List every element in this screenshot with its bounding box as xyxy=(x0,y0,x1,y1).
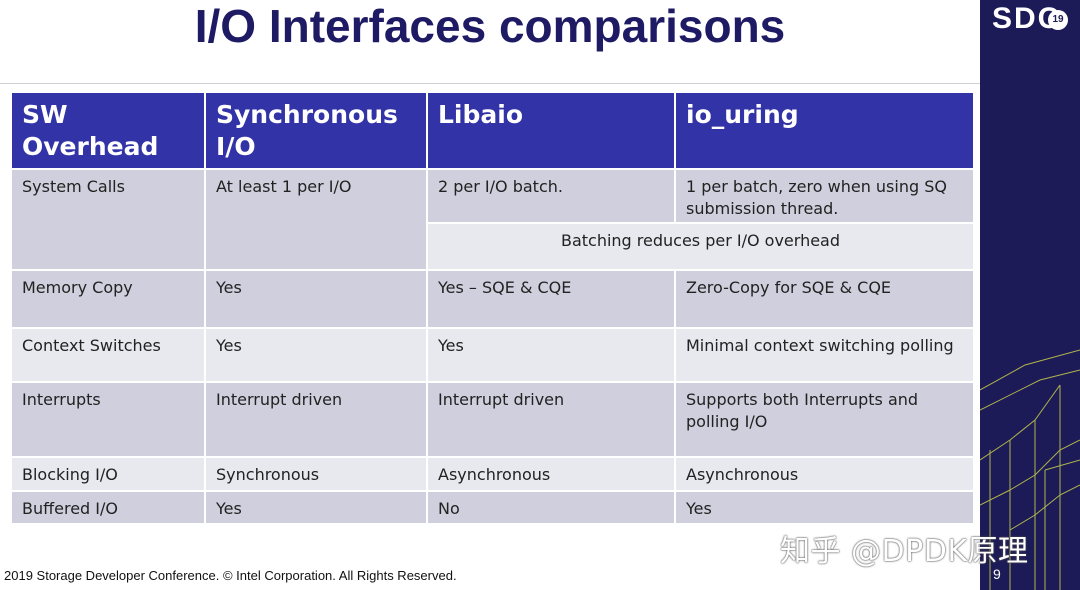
table-row-blocking-io: Blocking I/O Synchronous Asynchronous As… xyxy=(10,456,975,492)
cell-context-switches-sync: Yes xyxy=(204,327,428,383)
header-libaio: Libaio xyxy=(426,91,676,170)
row-label-buffered-io: Buffered I/O xyxy=(10,490,206,525)
cell-batching-note: Batching reduces per I/O overhead xyxy=(426,222,975,271)
row-label-context-switches: Context Switches xyxy=(10,327,206,383)
cell-context-switches-io-uring: Minimal context switching polling xyxy=(674,327,975,383)
cell-system-calls-sync: At least 1 per I/O xyxy=(204,168,428,271)
side-panel xyxy=(980,0,1080,590)
copyright-footer: 2019 Storage Developer Conference. © Int… xyxy=(4,568,457,583)
table-row-batching-note: Batching reduces per I/O overhead xyxy=(11,222,975,271)
cell-buffered-io-libaio: No xyxy=(426,490,676,525)
row-label-system-calls: System Calls xyxy=(10,168,206,271)
cell-interrupts-io-uring: Supports both Interrupts and polling I/O xyxy=(674,381,975,458)
header-synchronous-io: Synchronous I/O xyxy=(204,91,428,170)
cell-buffered-io-sync: Yes xyxy=(204,490,428,525)
table-row-system-calls: System Calls At least 1 per I/O 2 per I/… xyxy=(10,168,975,271)
row-label-interrupts: Interrupts xyxy=(10,381,206,458)
cell-memory-copy-libaio: Yes – SQE & CQE xyxy=(426,269,676,329)
cell-blocking-io-io-uring: Asynchronous xyxy=(674,456,975,492)
table-row-buffered-io: Buffered I/O Yes No Yes xyxy=(10,490,975,525)
cell-memory-copy-sync: Yes xyxy=(204,269,428,329)
cell-system-calls-libaio: 2 per I/O batch. xyxy=(426,168,676,224)
table-header-row: SW Overhead Synchronous I/O Libaio io_ur… xyxy=(10,91,975,170)
zhihu-watermark: 知乎 @DPDK原理 xyxy=(780,534,1029,569)
row-label-blocking-io: Blocking I/O xyxy=(10,456,206,492)
row-label-memory-copy: Memory Copy xyxy=(10,269,206,329)
cell-interrupts-libaio: Interrupt driven xyxy=(426,381,676,458)
slide-title: I/O Interfaces comparisons xyxy=(194,0,786,52)
table-row-memory-copy: Memory Copy Yes Yes – SQE & CQE Zero-Cop… xyxy=(10,269,975,329)
cell-blocking-io-sync: Synchronous xyxy=(204,456,428,492)
sdc-logo-badge: 19 xyxy=(1048,10,1068,30)
cell-context-switches-libaio: Yes xyxy=(426,327,676,383)
cell-interrupts-sync: Interrupt driven xyxy=(204,381,428,458)
cell-system-calls-io-uring: 1 per batch, zero when using SQ submissi… xyxy=(674,168,975,224)
cell-blocking-io-libaio: Asynchronous xyxy=(426,456,676,492)
page-number: 9 xyxy=(993,566,1001,582)
table-row-context-switches: Context Switches Yes Yes Minimal context… xyxy=(10,327,975,383)
header-io-uring: io_uring xyxy=(674,91,975,170)
cell-memory-copy-io-uring: Zero-Copy for SQE & CQE xyxy=(674,269,975,329)
wireframe-cubes-decoration xyxy=(980,349,1080,590)
title-divider xyxy=(0,83,980,84)
header-sw-overhead: SW Overhead xyxy=(10,91,206,170)
io-comparison-table: SW Overhead Synchronous I/O Libaio io_ur… xyxy=(10,91,975,525)
table-row-interrupts: Interrupts Interrupt driven Interrupt dr… xyxy=(10,381,975,458)
cell-buffered-io-io-uring: Yes xyxy=(674,490,975,525)
